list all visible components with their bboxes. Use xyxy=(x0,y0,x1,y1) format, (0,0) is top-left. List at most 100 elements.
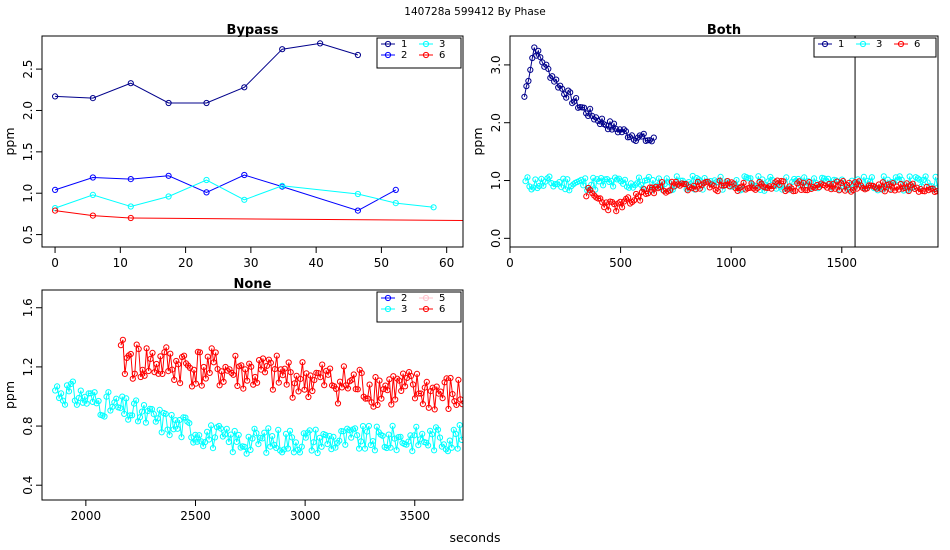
data-point-3 xyxy=(131,400,138,407)
x-tick-label: 2500 xyxy=(180,509,211,523)
data-point-3 xyxy=(259,435,266,442)
data-point-3 xyxy=(534,184,541,192)
legend-box xyxy=(813,37,937,58)
data-point-6 xyxy=(834,178,841,185)
data-point-3 xyxy=(452,430,459,438)
y-tick-label: 1.0 xyxy=(21,184,35,203)
data-point-6 xyxy=(198,382,205,389)
data-point-6 xyxy=(832,185,839,192)
data-point-3 xyxy=(142,419,149,426)
data-point-3 xyxy=(140,402,148,409)
data-point-3 xyxy=(699,186,706,193)
data-point-3 xyxy=(282,430,290,437)
legend-label-1: 1 xyxy=(401,39,407,50)
data-point-6 xyxy=(453,401,460,408)
data-point-3 xyxy=(281,446,288,453)
data-point-6 xyxy=(246,360,253,367)
legend-label-5: 5 xyxy=(439,293,445,304)
data-point-3 xyxy=(562,186,569,193)
data-point-6 xyxy=(459,401,463,408)
data-point-3 xyxy=(409,448,416,455)
data-point-3 xyxy=(75,394,82,402)
plot-area xyxy=(52,40,463,222)
data-point-6 xyxy=(309,387,316,395)
data-point-3 xyxy=(223,425,230,432)
data-point-3 xyxy=(868,174,876,181)
data-point-3 xyxy=(190,439,197,446)
y-tick-label: 1.2 xyxy=(21,357,35,376)
data-point-3 xyxy=(348,434,355,441)
data-point-6 xyxy=(394,375,401,382)
data-point-6 xyxy=(210,359,217,366)
data-point-6 xyxy=(334,400,342,407)
legend-label-3: 3 xyxy=(439,39,445,50)
data-point-6 xyxy=(285,359,292,366)
data-point-3 xyxy=(255,441,262,448)
data-point-3 xyxy=(89,191,97,198)
x-tick-label: 20 xyxy=(178,256,193,270)
data-point-6 xyxy=(366,381,373,388)
data-point-6 xyxy=(828,186,835,193)
data-point-6 xyxy=(885,181,893,188)
data-point-6 xyxy=(933,188,938,195)
x-tick-label: 3500 xyxy=(399,509,430,523)
data-point-6 xyxy=(149,349,156,356)
legend-marker-1 xyxy=(821,40,829,48)
data-point-6 xyxy=(800,179,807,186)
data-point-6 xyxy=(786,183,793,190)
legend-marker-3 xyxy=(422,40,430,48)
data-point-3 xyxy=(371,447,378,454)
data-point-6 xyxy=(384,387,391,394)
panel-title: Both xyxy=(707,23,741,38)
data-point-6 xyxy=(425,404,432,411)
data-point-1 xyxy=(610,120,618,127)
data-point-3 xyxy=(91,389,98,396)
data-point-3 xyxy=(245,433,252,440)
data-point-3 xyxy=(363,428,371,435)
data-point-3 xyxy=(211,434,219,441)
data-point-3 xyxy=(454,445,461,452)
data-point-3 xyxy=(385,431,392,438)
data-point-2 xyxy=(89,174,97,181)
legend-marker-3 xyxy=(384,305,392,313)
data-point-3 xyxy=(403,441,410,448)
data-point-6 xyxy=(402,383,409,390)
data-point-3 xyxy=(225,438,232,446)
data-point-6 xyxy=(267,359,274,366)
data-point-1 xyxy=(632,137,640,144)
data-point-6 xyxy=(177,380,184,387)
data-point-6 xyxy=(853,185,861,192)
data-point-6 xyxy=(455,376,462,383)
data-point-6 xyxy=(407,372,415,380)
data-point-6 xyxy=(796,178,803,185)
data-point-3 xyxy=(338,428,345,435)
data-point-3 xyxy=(209,445,217,452)
series-line-1 xyxy=(55,42,359,104)
data-point-6 xyxy=(378,395,385,402)
data-point-6 xyxy=(167,350,174,357)
data-point-3 xyxy=(310,439,317,446)
data-point-3 xyxy=(415,442,422,449)
data-point-3 xyxy=(916,176,923,183)
data-point-6 xyxy=(137,373,144,381)
data-point-3 xyxy=(241,443,248,450)
y-axis-label: ppm xyxy=(470,127,485,155)
data-point-3 xyxy=(373,423,380,430)
data-point-3 xyxy=(434,426,442,433)
data-point-3 xyxy=(58,390,65,397)
data-point-6 xyxy=(724,178,731,185)
data-point-1 xyxy=(545,65,552,73)
data-point-3 xyxy=(392,200,399,207)
data-point-1 xyxy=(525,77,532,85)
data-point-6 xyxy=(603,199,610,206)
data-point-1 xyxy=(573,95,580,102)
data-point-6 xyxy=(802,186,809,194)
data-point-1 xyxy=(523,83,530,90)
y-tick-label: 1.6 xyxy=(21,298,35,317)
y-axis-label: ppm xyxy=(2,127,17,155)
data-point-6 xyxy=(155,370,162,377)
data-point-3 xyxy=(186,420,193,427)
data-point-3 xyxy=(407,432,414,439)
data-point-3 xyxy=(267,443,274,450)
data-point-6 xyxy=(780,178,787,185)
